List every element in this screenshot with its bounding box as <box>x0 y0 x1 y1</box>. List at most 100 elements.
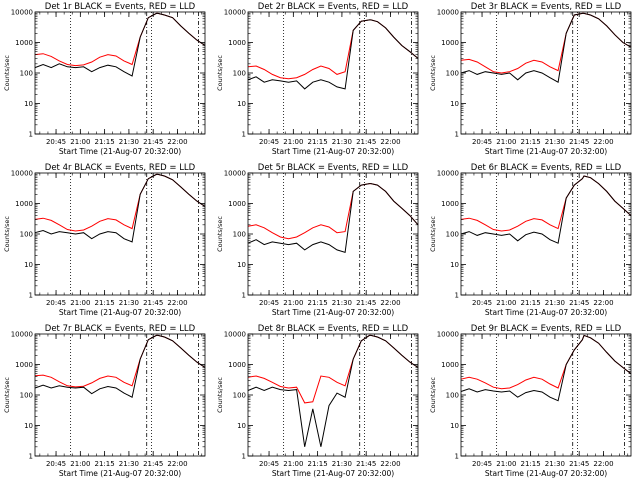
x-tick-label: 21:00 <box>283 460 303 468</box>
panel-title: Det 9r BLACK = Events, RED = LLD <box>471 324 622 334</box>
y-axis-label: Counts/sec <box>3 377 11 413</box>
x-tick-label: 21:00 <box>70 138 90 146</box>
x-tick-label: 21:45 <box>569 138 589 146</box>
series-line-red <box>34 173 206 232</box>
y-tick-label: 1000 <box>441 200 459 208</box>
y-tick-label: 10000 <box>437 170 459 178</box>
y-tick-label: 100 <box>233 231 246 239</box>
y-tick-label: 1000 <box>15 361 33 369</box>
y-tick-label: 1 <box>242 292 246 300</box>
y-tick-label: 10 <box>450 422 459 430</box>
panel-title: Det 3r BLACK = Events, RED = LLD <box>471 2 622 12</box>
series-line-red <box>34 12 206 67</box>
y-tick-label: 10 <box>450 100 459 108</box>
series-line-black <box>247 334 419 447</box>
detector-panel: Det 5r BLACK = Events, RED = LLD 1 10 100 10… <box>216 163 419 317</box>
x-tick-label: 21:45 <box>143 299 163 307</box>
y-tick-label: 100 <box>20 392 33 400</box>
y-axis-label: Counts/sec <box>3 55 11 91</box>
x-tick-label: 21:15 <box>95 138 115 146</box>
x-tick-label: 21:30 <box>119 299 139 307</box>
x-tick-label: 22:00 <box>593 460 613 468</box>
x-axis-label: Start Time (21-Aug-07 20:32:00) <box>272 147 394 156</box>
x-tick-label: 21:15 <box>308 460 328 468</box>
y-tick-label: 100 <box>233 392 246 400</box>
x-tick-label: 20:45 <box>259 460 279 468</box>
y-tick-label: 100 <box>446 392 459 400</box>
x-axis-label: Start Time (21-Aug-07 20:32:00) <box>272 308 394 317</box>
panel-title: Det 2r BLACK = Events, RED = LLD <box>258 2 409 12</box>
x-tick-label: 20:45 <box>259 138 279 146</box>
y-tick-label: 1 <box>29 292 33 300</box>
y-tick-label: 10 <box>24 100 33 108</box>
y-tick-label: 10 <box>237 100 246 108</box>
x-tick-label: 21:45 <box>356 138 376 146</box>
series-line-red <box>34 334 206 388</box>
y-tick-label: 10000 <box>11 331 33 339</box>
x-tick-label: 22:00 <box>593 138 613 146</box>
plot-frame <box>34 172 206 296</box>
plot-frame <box>34 333 206 457</box>
y-tick-label: 10000 <box>437 9 459 17</box>
y-tick-label: 1000 <box>441 361 459 369</box>
x-tick-label: 20:45 <box>46 299 66 307</box>
plot-frame <box>460 172 632 296</box>
x-tick-label: 22:00 <box>593 299 613 307</box>
x-tick-label: 20:45 <box>259 299 279 307</box>
plot-frame <box>247 172 419 296</box>
x-tick-label: 21:45 <box>569 299 589 307</box>
y-tick-label: 1 <box>29 131 33 139</box>
series-line-black <box>247 183 419 254</box>
y-tick-label: 1 <box>242 131 246 139</box>
y-tick-label: 10 <box>237 261 246 269</box>
x-axis-label: Start Time (21-Aug-07 20:32:00) <box>59 147 181 156</box>
y-tick-label: 1000 <box>228 39 246 47</box>
series-line-black <box>247 19 419 90</box>
series-line-red <box>247 183 419 240</box>
y-axis-label: Counts/sec <box>429 55 437 91</box>
series-line-black <box>34 334 206 398</box>
x-tick-label: 21:45 <box>356 299 376 307</box>
x-tick-label: 20:45 <box>472 138 492 146</box>
y-tick-label: 10000 <box>224 331 246 339</box>
x-tick-label: 21:15 <box>308 299 328 307</box>
series-line-black <box>460 175 632 244</box>
y-tick-label: 100 <box>20 70 33 78</box>
series-line-black <box>34 173 206 243</box>
plot-frame <box>34 11 206 135</box>
x-tick-label: 21:30 <box>332 299 352 307</box>
series-line-red <box>460 12 632 74</box>
x-axis-label: Start Time (21-Aug-07 20:32:00) <box>59 308 181 317</box>
y-tick-label: 10 <box>24 422 33 430</box>
x-tick-label: 21:00 <box>70 299 90 307</box>
x-tick-label: 21:00 <box>496 460 516 468</box>
y-tick-label: 10 <box>24 261 33 269</box>
x-tick-label: 21:15 <box>521 460 541 468</box>
x-tick-label: 21:30 <box>332 460 352 468</box>
panel-title: Det 1r BLACK = Events, RED = LLD <box>45 2 196 12</box>
y-tick-label: 1 <box>242 453 246 461</box>
x-tick-label: 21:45 <box>356 460 376 468</box>
series-line-black <box>460 12 632 83</box>
plot-frame <box>247 333 419 457</box>
y-tick-label: 10000 <box>11 9 33 17</box>
y-tick-label: 100 <box>20 231 33 239</box>
y-tick-label: 100 <box>446 70 459 78</box>
x-tick-label: 21:45 <box>143 138 163 146</box>
detector-panel: Det 3r BLACK = Events, RED = LLD 1 10 100 10… <box>429 2 632 156</box>
y-tick-label: 10000 <box>224 170 246 178</box>
x-axis-label: Start Time (21-Aug-07 20:32:00) <box>485 308 607 317</box>
x-tick-label: 21:15 <box>308 138 328 146</box>
panel-title: Det 8r BLACK = Events, RED = LLD <box>258 324 409 334</box>
y-tick-label: 10000 <box>437 331 459 339</box>
panel-title: Det 6r BLACK = Events, RED = LLD <box>471 163 622 173</box>
x-axis-label: Start Time (21-Aug-07 20:32:00) <box>485 469 607 478</box>
x-tick-label: 21:00 <box>283 299 303 307</box>
x-tick-label: 20:45 <box>472 299 492 307</box>
x-tick-label: 20:45 <box>46 460 66 468</box>
x-axis-label: Start Time (21-Aug-07 20:32:00) <box>485 147 607 156</box>
detector-panel: Det 8r BLACK = Events, RED = LLD 1 10 100 10… <box>216 324 419 478</box>
x-tick-label: 21:00 <box>496 299 516 307</box>
x-tick-label: 20:45 <box>472 460 492 468</box>
y-tick-label: 100 <box>233 70 246 78</box>
